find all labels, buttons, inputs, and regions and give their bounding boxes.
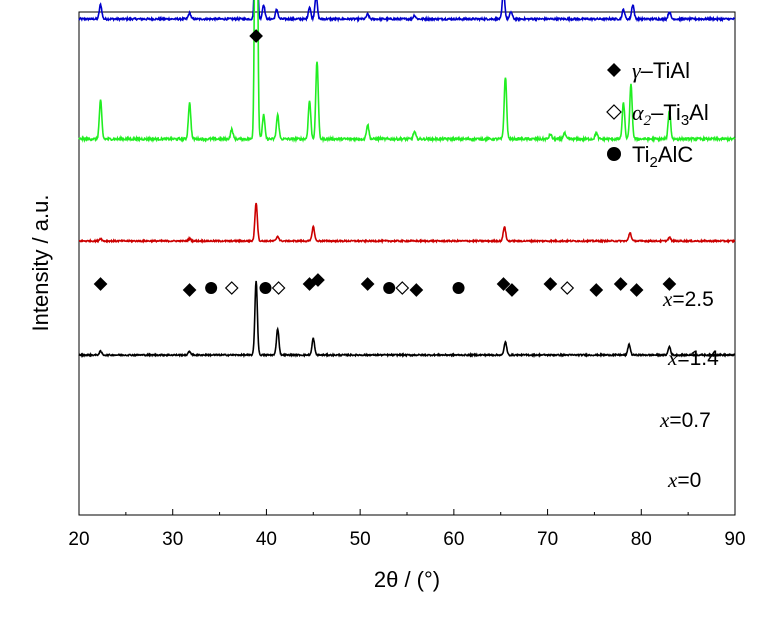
x-tick-label: 50 bbox=[350, 529, 371, 550]
gamma-tial-marker bbox=[409, 283, 424, 297]
legend-item: α2–Ti3Al bbox=[606, 100, 709, 129]
x-tick-label: 90 bbox=[724, 529, 745, 550]
series-labels: x=2.5 x=1.4 x=0.7 x=0 bbox=[659, 287, 719, 492]
x-tick-label: 70 bbox=[537, 529, 558, 550]
series-label: x=2.5 bbox=[662, 287, 714, 311]
series-line bbox=[78, 280, 736, 359]
gamma-tial-marker bbox=[182, 283, 197, 297]
series-line bbox=[78, 202, 736, 245]
legend-filled-diamond-icon bbox=[607, 63, 621, 77]
gamma-tial-marker bbox=[662, 277, 677, 291]
series-line bbox=[78, 0, 736, 24]
ti2alc-marker bbox=[259, 282, 272, 294]
legend-label: α2–Ti3Al bbox=[632, 100, 709, 129]
legend-label: Ti2AlC bbox=[632, 142, 693, 171]
series-layer bbox=[78, 0, 736, 359]
plot-frame bbox=[78, 11, 736, 516]
phase-marker-layer bbox=[93, 29, 677, 297]
alpha2-ti3al-marker bbox=[224, 281, 239, 295]
gamma-tial-marker bbox=[589, 283, 604, 297]
series-label: x=0.7 bbox=[659, 408, 711, 432]
plot-area bbox=[78, 11, 736, 516]
x-axis: 20 30 40 50 60 70 80 90 bbox=[68, 509, 746, 550]
gamma-tial-marker bbox=[249, 29, 263, 43]
x-tick-label: 40 bbox=[256, 529, 277, 550]
legend-item: γ–TiAl bbox=[607, 58, 690, 83]
alpha2-ti3al-marker bbox=[560, 281, 575, 295]
gamma-tial-marker bbox=[505, 283, 519, 297]
gamma-tial-marker bbox=[93, 277, 108, 291]
x-tick-label: 60 bbox=[443, 529, 464, 550]
x-tick-label: 80 bbox=[631, 529, 652, 550]
series-label: x=1.4 bbox=[667, 346, 719, 370]
ti2alc-marker bbox=[205, 282, 218, 294]
series-label: x=0 bbox=[667, 468, 701, 492]
legend-item: Ti2AlC bbox=[607, 142, 693, 171]
svg-text:2θ / (°): 2θ / (°) bbox=[374, 567, 440, 592]
x-tick-label: 20 bbox=[68, 529, 89, 550]
legend-label: γ–TiAl bbox=[632, 58, 690, 83]
gamma-tial-marker bbox=[311, 273, 325, 287]
x-axis-title: 2θ / (°) bbox=[374, 567, 440, 592]
legend-filled-circle-icon bbox=[607, 147, 621, 161]
alpha2-ti3al-marker bbox=[271, 281, 286, 295]
ti2alc-marker bbox=[452, 282, 465, 294]
gamma-tial-marker bbox=[613, 277, 628, 291]
alpha2-ti3al-marker bbox=[395, 281, 410, 295]
series-line bbox=[78, 0, 736, 144]
x-tick-label: 30 bbox=[162, 529, 183, 550]
legend-open-diamond-icon bbox=[606, 104, 622, 120]
legend: γ–TiAl α2–Ti3Al Ti2AlC bbox=[606, 58, 709, 171]
gamma-tial-marker bbox=[496, 277, 511, 291]
y-axis-title: Intensity / a.u. bbox=[28, 195, 53, 332]
gamma-tial-marker bbox=[360, 277, 375, 291]
gamma-tial-marker bbox=[543, 277, 558, 291]
ti2alc-marker bbox=[383, 282, 396, 294]
gamma-tial-marker bbox=[629, 283, 644, 297]
